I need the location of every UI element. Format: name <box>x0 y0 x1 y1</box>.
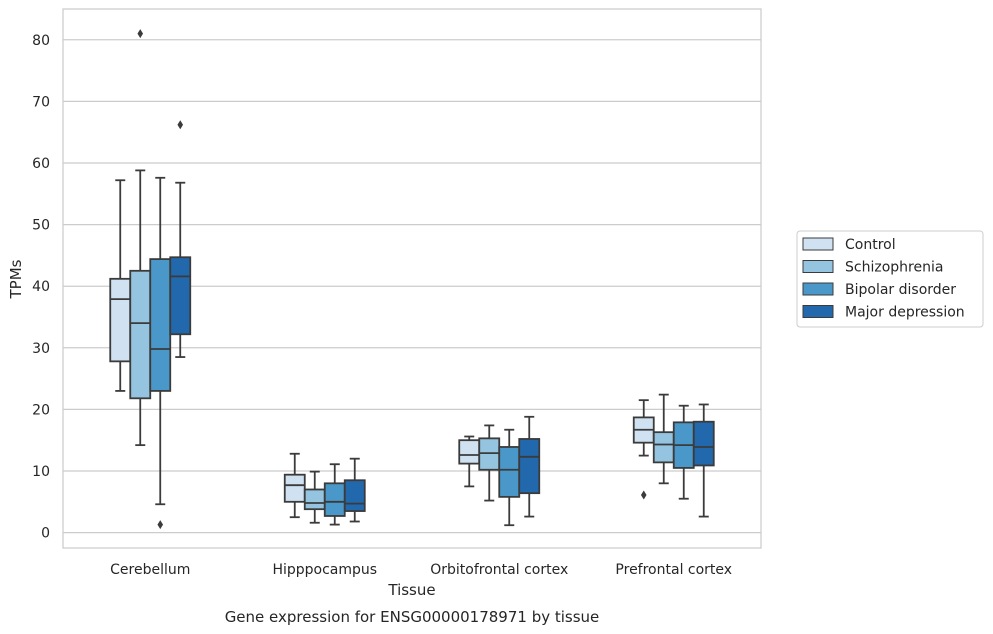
box-iqr <box>303 488 326 511</box>
x-tick-label-2: Hipppocampus <box>272 562 377 578</box>
y-tick-label-20: 20 <box>32 402 50 418</box>
outlier-marker-1 <box>137 29 144 39</box>
outlier-marker-1 <box>177 120 184 130</box>
box-iqr <box>323 482 346 517</box>
y-tick-label-60: 60 <box>32 156 50 172</box>
y-tick-label-80: 80 <box>32 33 50 49</box>
box-1-3 <box>149 176 172 530</box>
box-2-2 <box>303 470 326 524</box>
x-tick-label-1: Cerebellum <box>110 562 190 578</box>
box-iqr <box>498 446 521 498</box>
boxes-layer <box>109 29 715 530</box>
box-iqr <box>109 277 132 363</box>
y-tick-label-0: 0 <box>41 526 50 542</box>
y-axis-title: TPMs <box>7 259 25 299</box>
figure-caption: Gene expression for ENSG00000178971 by t… <box>225 608 600 626</box>
legend-label-3: Bipolar disorder <box>845 282 956 298</box>
legend-label-2: Schizophrenia <box>845 260 943 276</box>
legend-label-1: Control <box>845 237 896 253</box>
outlier-marker-1 <box>157 520 164 530</box>
box-iqr <box>478 437 501 471</box>
box-1-1 <box>109 179 132 392</box>
box-4-1 <box>632 399 655 500</box>
y-tick-label-50: 50 <box>32 218 50 234</box>
box-iqr <box>458 439 481 465</box>
y-axis-ticks: 0 10 20 30 40 50 60 70 80 <box>32 33 50 542</box>
box-3-1 <box>458 435 481 488</box>
legend-swatch-2 <box>802 260 834 273</box>
x-tick-label-4: Prefrontal cortex <box>615 562 732 578</box>
box-3-2 <box>478 424 501 502</box>
box-2-3 <box>323 463 346 526</box>
x-axis-title: Tissue <box>387 581 435 599</box>
box-iqr <box>169 256 192 336</box>
y-tick-label-30: 30 <box>32 341 50 357</box>
box-3-3 <box>498 428 521 527</box>
x-axis-ticks: Cerebellum Hipppocampus Orbitofrontal cort… <box>110 562 732 578</box>
box-2-1 <box>283 452 306 519</box>
box-iqr <box>692 420 715 467</box>
box-iqr <box>518 438 541 495</box>
legend-swatch-4 <box>802 305 834 318</box>
y-tick-label-40: 40 <box>32 279 50 295</box>
box-iqr <box>129 269 152 400</box>
legend: Control Schizophrenia Bipolar disorder Majo… <box>796 230 984 328</box>
box-iqr <box>343 479 366 512</box>
box-3-4 <box>518 415 541 518</box>
plot-area-frame <box>62 8 762 549</box>
legend-swatch-1 <box>802 237 834 251</box>
legend-label-4: Major depression <box>845 305 965 321</box>
legend-swatch-3 <box>802 282 834 296</box>
box-iqr <box>149 258 172 392</box>
box-4-4 <box>692 403 715 518</box>
box-4-3 <box>672 404 695 500</box>
y-tick-label-70: 70 <box>32 94 50 110</box>
box-2-4 <box>343 457 366 523</box>
box-1-4 <box>169 120 192 358</box>
box-4-2 <box>652 393 675 485</box>
y-tick-label-10: 10 <box>32 464 50 480</box>
box-iqr <box>652 431 675 464</box>
outlier-marker-1 <box>640 490 647 500</box>
legend-frame <box>796 230 984 328</box>
box-1-2 <box>129 29 152 447</box>
x-tick-label-3: Orbitofrontal cortex <box>430 562 568 578</box>
box-iqr <box>283 473 306 503</box>
